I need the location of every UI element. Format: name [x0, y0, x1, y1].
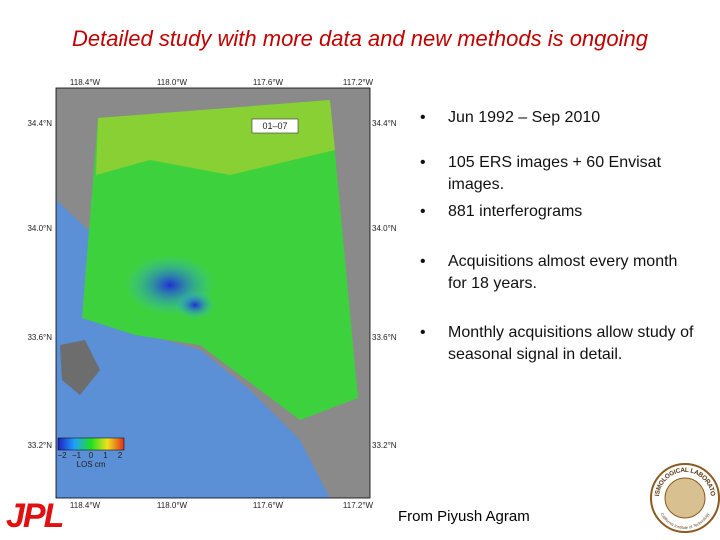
date-label: 01–07 [262, 121, 287, 131]
colorbar [57, 437, 125, 451]
colorbar-tick: −1 [72, 451, 82, 460]
lon-label: 118.0°W [157, 501, 188, 510]
bullet: Jun 1992 – Sep 2010 [420, 107, 698, 129]
insar-swath [82, 100, 358, 420]
lat-label: 34.0°N [372, 224, 397, 233]
lat-label: 34.4°N [27, 119, 52, 128]
lon-label: 118.0°W [157, 78, 188, 87]
colorbar-tick: −2 [57, 451, 67, 460]
lat-label: 33.2°N [372, 441, 397, 450]
lon-label: 118.4°W [70, 78, 101, 87]
lon-label: 117.2°W [343, 501, 374, 510]
colorbar-tick: 1 [103, 451, 108, 460]
colorbar-tick: 2 [118, 451, 123, 460]
lon-label: 117.6°W [253, 501, 284, 510]
lat-label: 33.6°N [27, 333, 52, 342]
lat-label: 34.4°N [372, 119, 397, 128]
bullet: Monthly acquisitions allow study of seas… [420, 322, 698, 366]
ocean [56, 200, 330, 498]
colorbar-tick: 0 [89, 451, 94, 460]
bullet: 105 ERS images + 60 Envisat images. [420, 152, 698, 196]
jpl-logo: JPL [6, 497, 63, 535]
island [60, 340, 100, 395]
slide-title: Detailed study with more data and new me… [71, 26, 648, 51]
lon-label: 118.4°W [70, 501, 101, 510]
bullet: Acquisitions almost every month for 18 y… [420, 251, 698, 295]
lat-label: 33.2°N [27, 441, 52, 450]
date-box [251, 118, 299, 134]
colorbar-label: LOS cm [77, 460, 106, 469]
lon-label: 117.6°W [253, 78, 284, 87]
bullet: 881 interferograms [420, 201, 698, 223]
credit: From Piyush Agram [398, 508, 530, 525]
subsidence [175, 291, 215, 319]
seismolab-globe [664, 477, 706, 519]
map-frame [55, 87, 371, 499]
lat-label: 33.6°N [372, 333, 397, 342]
lon-label: 117.2°W [343, 78, 374, 87]
lat-label: 34.0°N [27, 224, 52, 233]
